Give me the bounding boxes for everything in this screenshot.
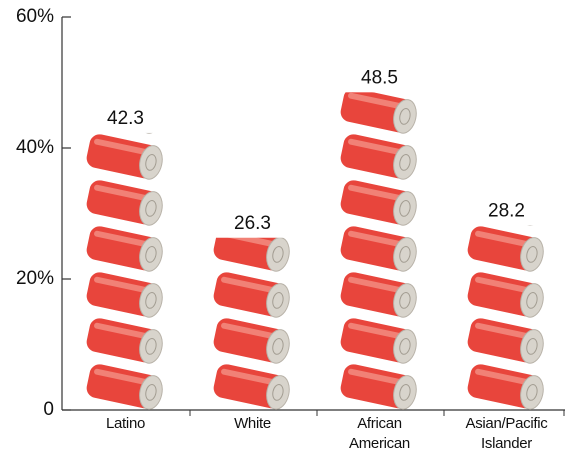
bar	[85, 132, 166, 410]
y-tick-label: 20%	[16, 268, 54, 289]
y-tick-label: 60%	[16, 6, 54, 27]
value-label: 48.5	[361, 67, 398, 88]
value-label: 28.2	[488, 200, 525, 221]
x-tick-label: African American	[349, 415, 410, 452]
value-label: 26.3	[234, 213, 271, 234]
y-tick-label: 40%	[16, 137, 54, 158]
bar	[339, 92, 420, 410]
x-tick-label: Latino	[105, 415, 146, 432]
bar	[466, 225, 547, 410]
bar	[212, 237, 293, 410]
x-tick-label: White	[234, 415, 271, 432]
value-label: 42.3	[107, 108, 144, 129]
y-tick-label: 0	[43, 399, 54, 420]
x-tick-label: Asian/Pacific Islander	[465, 415, 548, 452]
